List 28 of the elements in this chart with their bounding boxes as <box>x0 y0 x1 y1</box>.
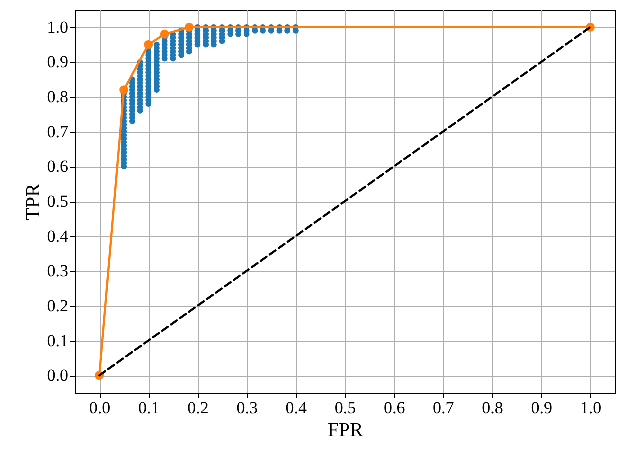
y-tick-label: 0.3 <box>47 262 68 281</box>
y-tick-label: 0.4 <box>47 226 69 246</box>
x-tick-label: 0.9 <box>531 398 552 418</box>
y-tick-label: 0.7 <box>47 122 69 142</box>
point <box>184 22 194 32</box>
y-tick-label: 0.8 <box>47 88 68 107</box>
x-tick-label: 0.0 <box>89 398 111 418</box>
x-tick-label: 0.1 <box>138 398 160 418</box>
y-tick-label: 0.9 <box>47 52 68 72</box>
x-tick-label: 0.5 <box>334 398 356 418</box>
x-tick-label: 0.7 <box>433 398 455 418</box>
x-tick-label: 0.2 <box>188 398 209 418</box>
x-tick-label: 0.4 <box>286 398 308 418</box>
point <box>120 86 129 95</box>
x-tick-label: 0.8 <box>482 398 504 418</box>
y-tick-label: 0.1 <box>47 331 68 350</box>
y-axis-title: TPR <box>22 183 44 220</box>
x-tick-label: 0.3 <box>236 398 258 418</box>
x-axis-title: FPR <box>328 420 364 442</box>
point <box>160 30 170 39</box>
y-tick-label: 0.6 <box>47 157 68 176</box>
x-tick-label: 1.0 <box>580 398 602 418</box>
y-tick-label: 1.0 <box>47 18 68 37</box>
x-tick-label: 0.6 <box>384 398 406 418</box>
y-tick-label: 0.0 <box>47 366 68 386</box>
y-tick-label: 0.2 <box>47 296 68 316</box>
y-tick-label: 0.5 <box>47 192 68 211</box>
point <box>144 40 154 50</box>
